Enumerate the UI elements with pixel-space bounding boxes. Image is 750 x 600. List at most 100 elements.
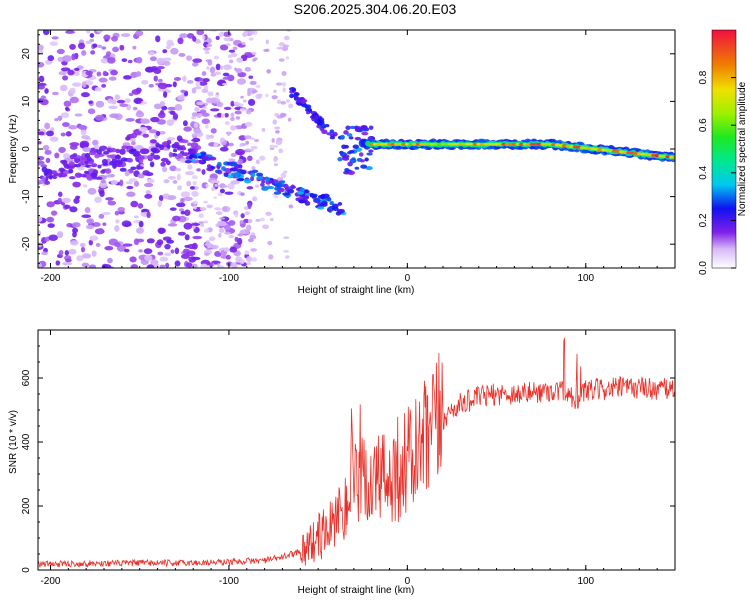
spectrogram-blob: [69, 87, 76, 95]
spectrogram-blob: [57, 172, 63, 178]
spectrogram-blob: [316, 121, 322, 126]
spectrogram-blob: [230, 180, 240, 185]
spectrogram-blob: [98, 77, 108, 83]
spectrogram-blob: [354, 136, 362, 141]
spectrogram-blob: [202, 106, 207, 109]
spectrogram-blob: [222, 82, 228, 86]
spectrogram-blob: [246, 261, 251, 266]
spectrogram-blob: [240, 192, 245, 196]
spectrogram-blob: [361, 131, 369, 136]
spectrogram-blob: [85, 70, 93, 76]
spectrogram-blob: [146, 211, 151, 219]
spectrogram-blob: [62, 75, 69, 81]
spectrogram-blob: [490, 142, 496, 146]
spectrogram-blob: [192, 180, 197, 186]
spectrogram-blob: [101, 46, 107, 50]
spectrogram-blob: [291, 87, 297, 93]
spectrogram-blob: [251, 166, 256, 171]
spectrogram-blob: [251, 169, 259, 174]
spectrogram-blob: [365, 166, 373, 171]
spectrogram-blob: [68, 161, 75, 167]
spectrogram-blob: [248, 37, 254, 41]
spectrogram-blob: [383, 142, 389, 146]
spectrogram-blob: [248, 30, 255, 35]
spectrogram-blob: [230, 112, 235, 118]
spectrogram-blob: [148, 84, 154, 88]
spectrogram-blob: [208, 134, 215, 139]
spectrogram-blob: [44, 149, 52, 155]
spectrogram-blob: [185, 262, 193, 268]
spectrogram-blob: [196, 30, 205, 36]
spectrogram-blob: [426, 142, 432, 146]
spectrogram-blob: [358, 152, 364, 157]
spectrogram-blob: [216, 211, 223, 215]
spectrogram-blob: [51, 36, 59, 40]
spectrogram-blob: [672, 156, 675, 160]
spectrogram-blob: [238, 135, 247, 141]
spectrogram-blob: [76, 255, 84, 262]
spectrogram-blob: [239, 220, 244, 225]
spectrogram-blob: [288, 103, 294, 109]
spectrogram-blob: [133, 238, 140, 246]
spectrogram-blob: [111, 99, 117, 105]
spectrogram-blob: [282, 250, 290, 253]
spectrogram-blob: [376, 142, 382, 146]
spectrogram-blob: [168, 151, 173, 158]
spectrogram-blob: [156, 239, 164, 246]
spectrogram-blob: [100, 169, 106, 174]
spectrogram-blob: [180, 89, 186, 93]
spectrogram-blob: [346, 133, 353, 137]
spectrogram-blob: [207, 91, 214, 97]
spectrogram-blob: [220, 113, 226, 118]
spectrogram-blob: [158, 130, 166, 135]
spectrogram-blob: [327, 208, 332, 212]
spectrogram-blob: [203, 200, 208, 204]
spectrogram-blob: [62, 262, 73, 266]
spectrogram-blob: [83, 170, 89, 175]
spectrogram-blob: [465, 142, 471, 146]
spectrogram-blob: [271, 95, 278, 100]
spectrogram-blob: [217, 170, 222, 175]
spectrogram-blob: [247, 202, 252, 210]
spectrogram-blob: [193, 205, 197, 210]
spectrogram-blob: [316, 206, 325, 210]
spectrogram-blob: [46, 216, 55, 223]
spectrogram-blob: [186, 80, 194, 84]
spectrogram-blob: [360, 159, 365, 163]
spectrogram-blob: [245, 121, 253, 127]
spectrogram-blob: [186, 180, 192, 187]
spectrogram-blob: [288, 204, 294, 209]
spectrogram-blob: [233, 101, 240, 106]
spectrogram-blob: [273, 89, 277, 94]
spectrogram-blob: [177, 185, 182, 191]
spectrogram-blob: [348, 136, 354, 140]
spectrogram-blob: [225, 42, 231, 46]
spectrogram-blob: [49, 136, 59, 142]
spectrogram-blob: [276, 177, 284, 182]
spectrogram-blob: [187, 148, 193, 152]
spectrogram-blob: [41, 251, 49, 256]
spectrogram-blob: [38, 155, 45, 161]
spectrogram-blob: [201, 118, 210, 125]
spectrogram-blob: [129, 138, 136, 142]
colorbar-tick-label: 0.4: [698, 165, 709, 179]
spectrogram-blob: [285, 99, 290, 103]
spectrogram-blob: [401, 142, 407, 146]
spectrogram-blob: [91, 250, 97, 257]
spectrogram-blob: [255, 219, 261, 222]
spectrogram-blob: [191, 112, 198, 117]
spectrogram-blob: [279, 112, 286, 118]
spectrogram-blob: [44, 122, 51, 130]
colorbar-tick-label: 0.0: [698, 261, 709, 275]
spectrogram-blob: [54, 152, 60, 159]
spectrogram-blob: [71, 53, 76, 61]
spectrogram-blob: [223, 247, 230, 252]
spectrogram-blob: [97, 44, 103, 49]
spectrogram-blob: [42, 144, 50, 151]
spectrogram-blob: [321, 129, 328, 135]
spectrogram-blob: [176, 173, 181, 181]
spectrogram-blob: [275, 139, 283, 146]
spectrogram-blob: [114, 210, 120, 216]
spectrogram-blob: [172, 215, 181, 222]
